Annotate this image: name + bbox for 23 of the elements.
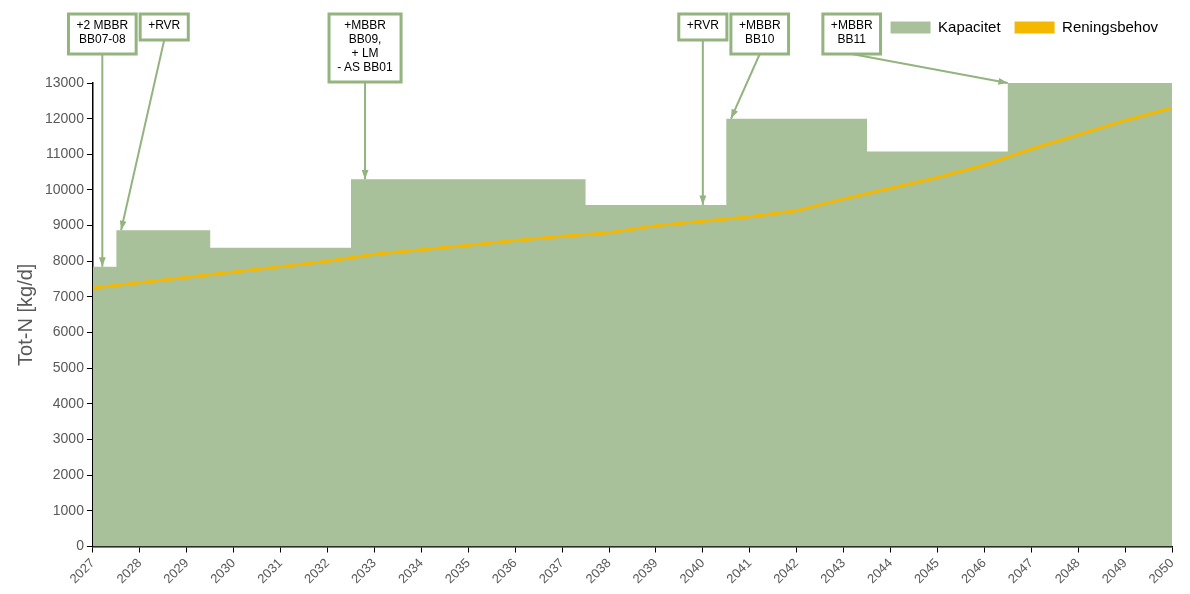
y-tick-label: 5000 — [52, 359, 85, 376]
y-axis-title: Tot-N [kg/d] — [13, 263, 36, 366]
annotation: +2 MBBR BB07-08 — [76, 18, 129, 47]
annotation: +RVR — [148, 18, 181, 33]
annotation: +MBBR BB09, + LM - AS BB01 — [337, 18, 394, 75]
y-tick-label: 3000 — [52, 430, 85, 447]
legend-label: Kapacitet — [938, 17, 1002, 35]
y-tick-label: 12000 — [44, 109, 85, 126]
annotation: +MBBR BB10 — [738, 18, 781, 47]
y-tick-label: 11000 — [46, 145, 85, 162]
y-tick-label: 8000 — [52, 252, 85, 269]
y-tick-label: 13000 — [44, 73, 85, 90]
y-tick-label: 0 — [76, 537, 85, 554]
annotation: +RVR — [686, 18, 720, 33]
legend-label: Reningsbehov — [1062, 17, 1159, 35]
y-tick-label: 9000 — [52, 216, 85, 233]
y-tick-label: 6000 — [52, 323, 85, 340]
y-tick-label: 10000 — [44, 180, 85, 197]
y-tick-label: 7000 — [52, 287, 85, 304]
y-tick-label: 2000 — [52, 466, 85, 483]
y-tick-label: 1000 — [52, 501, 85, 518]
y-tick-label: 4000 — [52, 394, 85, 411]
annotation: +MBBR BB11 — [830, 18, 873, 47]
